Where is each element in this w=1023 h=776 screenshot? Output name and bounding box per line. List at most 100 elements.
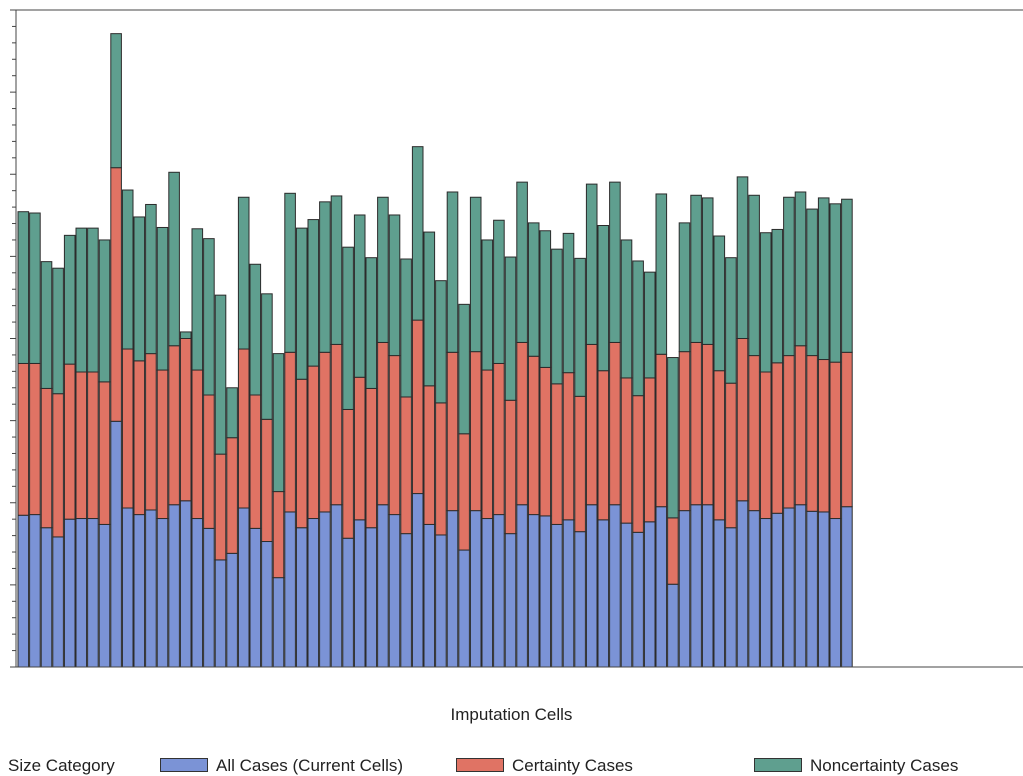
bar-segment-s0-c34 [411,493,424,668]
bar-segment-s1-c28 [342,408,354,539]
legend-label-all-cases: All Cases (Current Cells) [216,756,404,775]
bar-segment-s1-c17 [214,453,227,561]
bar-segment-s2-c37 [446,191,459,353]
bar-segment-s0-c19 [237,507,250,668]
bar-segment-s2-c25 [307,219,320,367]
bar-segment-s2-c64 [759,232,772,373]
bar-segment-s1-c8 [110,167,122,422]
bar-segment-s2-c52 [620,239,633,379]
bar-segment-s0-c24 [295,527,308,668]
bar-segment-s2-c49 [585,183,598,345]
bar-segment-s2-c48 [574,257,586,397]
bar-segment-s2-c29 [353,214,366,378]
bar-segment-s2-c32 [388,214,401,357]
bar-segment-s1-c32 [388,355,401,516]
bar-segment-s1-c67 [794,345,807,506]
bar-segment-s0-c56 [667,583,679,668]
bar-segment-s0-c39 [469,510,482,668]
bar-segment-s0-c54 [643,521,656,668]
bar-segment-s2-c62 [736,176,749,339]
bar-segment-s2-c11 [145,203,157,355]
bar-segment-s0-c12 [156,518,169,668]
bar-segment-s0-c62 [736,500,749,668]
bar-segment-s1-c15 [191,369,204,520]
bar-segment-s2-c5 [75,227,88,373]
bar-segment-s0-c3 [52,536,64,668]
bar-segment-s2-c28 [342,246,354,410]
bar-segment-s2-c3 [52,267,64,395]
bar-segment-s2-c6 [87,227,99,373]
bar-segment-s0-c45 [539,515,552,668]
bar-segment-s2-c46 [551,248,563,385]
legend: Size Category All Cases (Current Cells) … [0,756,1023,776]
bar-segment-s0-c69 [817,511,830,668]
bar-segment-s1-c45 [539,366,552,517]
bar-segment-s0-c51 [609,504,621,668]
bar-segment-s1-c12 [156,369,169,520]
bar-segment-s2-c70 [829,203,842,363]
bar-segment-s2-c9 [121,189,134,350]
bar-segment-s2-c47 [562,232,575,374]
bar-segment-s2-c8 [110,33,122,169]
bar-segment-s2-c7 [98,239,111,383]
bar-segment-s0-c36 [435,534,447,668]
bar-segment-s1-c30 [365,387,378,529]
bar-segment-s1-c3 [52,393,64,538]
bar-segment-s0-c65 [771,512,784,668]
bar-segment-s0-c30 [365,527,378,668]
bar-segment-s2-c31 [377,196,389,343]
bar-segment-s1-c27 [330,343,343,506]
bar-segment-s1-c25 [307,365,320,520]
bar-segment-s1-c11 [145,353,157,511]
bar-segment-s1-c38 [458,433,470,551]
bar-segment-s2-c19 [237,196,250,350]
bar-segment-s1-c52 [620,377,633,524]
bar-segment-s0-c14 [179,500,192,668]
bar-segment-s0-c26 [319,511,331,668]
bar-segment-s2-c41 [493,219,505,364]
bar-segment-s1-c54 [643,377,656,523]
bar-segment-s1-c37 [446,351,459,512]
bar-segment-s1-c9 [121,348,134,509]
bar-segment-s1-c6 [87,371,99,520]
bar-segment-s1-c53 [632,395,644,533]
bar-segment-s0-c10 [133,514,146,668]
bar-segment-s0-c17 [214,559,227,668]
bar-segment-s1-c33 [400,396,412,535]
bar-segment-s1-c56 [667,517,679,585]
bar-segment-s1-c18 [226,437,238,554]
bar-segment-s2-c15 [191,228,204,371]
bar-segment-s1-c31 [377,341,389,506]
bar-segment-s0-c16 [203,527,215,668]
bar-segment-s1-c39 [469,351,482,512]
bar-segment-s2-c0 [17,211,30,364]
bar-segment-s0-c4 [63,518,76,668]
bar-segment-s1-c62 [736,338,749,502]
bar-segment-s1-c14 [179,338,192,502]
bar-segment-s0-c29 [353,519,366,668]
bar-segment-s1-c21 [261,418,273,543]
bar-segment-s0-c47 [562,519,575,668]
bar-segment-s0-c1 [29,514,41,668]
bar-segment-s1-c61 [725,382,737,529]
bar-segment-s1-c26 [319,351,331,513]
bar-segment-s0-c7 [98,523,111,668]
bar-segment-s2-c23 [284,192,296,353]
bar-segment-s0-c71 [841,506,853,668]
bar-segment-s1-c2 [40,387,53,529]
bar-segment-s0-c25 [307,518,320,668]
bar-segment-s2-c36 [435,280,447,404]
bar-segment-s2-c30 [365,257,378,389]
bar-segment-s0-c50 [597,519,610,668]
bar-segment-s1-c10 [133,360,146,516]
bar-segment-s1-c42 [504,399,517,535]
bar-segment-s2-c58 [690,194,702,343]
bar-segment-s2-c39 [469,196,482,353]
bar-segment-s1-c29 [353,376,366,521]
bar-segment-s2-c27 [330,195,343,345]
bar-segment-s2-c45 [539,230,552,368]
bar-segment-s0-c5 [75,518,88,668]
bar-segment-s2-c26 [319,201,331,353]
bar-segment-s1-c69 [817,359,830,513]
bar-segment-s1-c0 [17,362,30,516]
